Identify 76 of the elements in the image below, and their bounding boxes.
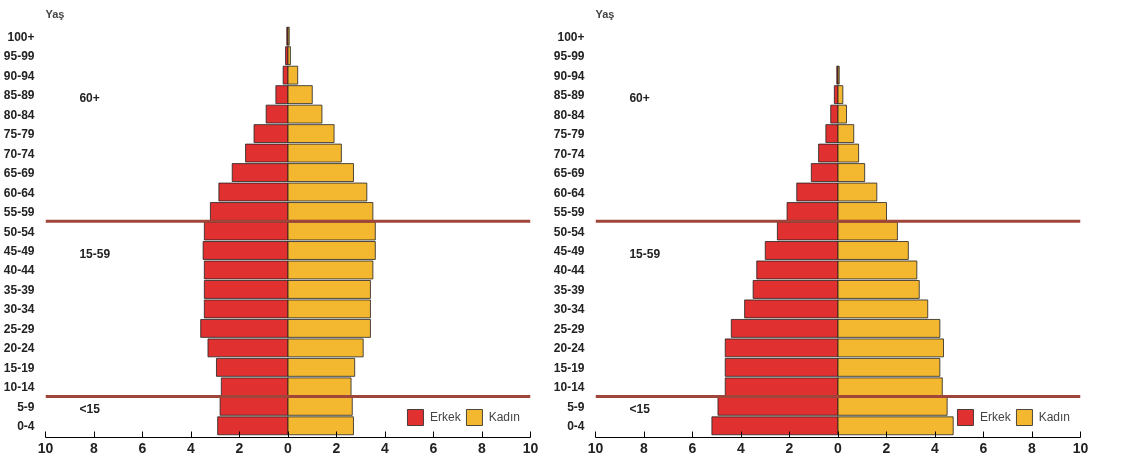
y-tick-label: 15-19: [553, 360, 585, 375]
annotation: 60+: [629, 91, 650, 106]
y-tick-label: 80-84: [553, 107, 585, 122]
x-tick-label: 10: [522, 439, 539, 456]
y-tick-label: 85-89: [3, 88, 35, 103]
annotation: 15-59: [629, 246, 661, 261]
x-tick-label: 2: [235, 439, 244, 456]
y-tick-label: 60-64: [553, 185, 585, 200]
x-tick-label: 6: [429, 439, 438, 456]
x-tick-label: 2: [332, 439, 341, 456]
x-tick-label: 6: [138, 439, 147, 456]
y-tick-label: 30-34: [3, 302, 35, 317]
y-tick-label: 95-99: [553, 49, 585, 64]
y-tick-label: 60-64: [3, 185, 35, 200]
x-tick-label: 10: [37, 439, 54, 456]
y-tick-label: 65-69: [553, 166, 585, 181]
y-tick-label: 100+: [557, 29, 585, 44]
y-tick-label: 5-9: [17, 399, 35, 414]
y-tick-label: 55-59: [3, 205, 35, 220]
y-tick-label: 5-9: [567, 399, 585, 414]
y-tick-label: 50-54: [3, 224, 35, 239]
y-tick-label: 70-74: [3, 146, 35, 161]
y-tick-label: 70-74: [553, 146, 585, 161]
y-tick-label: 95-99: [3, 49, 35, 64]
x-tick-label: 8: [640, 439, 649, 456]
annotation: <15: [629, 401, 651, 416]
y-tick-label: 20-24: [3, 341, 35, 356]
y-tick-label: 0-4: [567, 419, 585, 434]
x-tick-label: 0: [834, 439, 843, 456]
y-tick-label: 65-69: [3, 166, 35, 181]
annotation: 15-59: [79, 246, 111, 261]
legend-label: Kadın: [1038, 410, 1070, 424]
y-tick-label: 10-14: [553, 380, 585, 395]
x-tick-label: 10: [587, 439, 604, 456]
x-tick-label: 4: [737, 439, 746, 456]
y-tick-label: 25-29: [3, 321, 35, 336]
x-tick-label: 0: [284, 439, 293, 456]
x-tick-label: 2: [882, 439, 891, 456]
annotation: 60+: [79, 91, 100, 106]
annotation: <15: [79, 401, 101, 416]
x-tick-label: 8: [90, 439, 99, 456]
y-tick-label: 80-84: [3, 107, 35, 122]
y-tick-label: 10-14: [3, 380, 35, 395]
legend-label: Erkek: [979, 410, 1011, 424]
y-tick-label: 90-94: [553, 68, 585, 83]
x-tick-label: 10: [1072, 439, 1089, 456]
y-tick-label: 30-34: [553, 302, 585, 317]
x-tick-label: 6: [979, 439, 988, 456]
y-tick-label: 35-39: [3, 282, 35, 297]
x-tick-label: 4: [381, 439, 390, 456]
y-tick-label: 55-59: [553, 205, 585, 220]
y-tick-label: 50-54: [553, 224, 585, 239]
legend-label: Erkek: [429, 410, 461, 424]
x-tick-label: 8: [478, 439, 487, 456]
y-tick-label: 15-19: [3, 360, 35, 375]
y-tick-label: 90-94: [3, 68, 35, 83]
y-tick-label: 100+: [7, 29, 35, 44]
x-tick-label: 4: [931, 439, 940, 456]
y-tick-label: 75-79: [553, 127, 585, 142]
x-tick-label: 2: [785, 439, 794, 456]
y-tick-label: 40-44: [553, 263, 585, 278]
legend-label: Kadın: [488, 410, 520, 424]
y-tick-label: 40-44: [3, 263, 35, 278]
y-tick-label: 35-39: [553, 282, 585, 297]
y-tick-label: 45-49: [3, 243, 35, 258]
y-tick-label: 0-4: [17, 419, 35, 434]
x-tick-label: 6: [688, 439, 697, 456]
y-tick-label: 25-29: [553, 321, 585, 336]
y-axis-title: Yaş: [595, 7, 615, 20]
y-tick-label: 45-49: [553, 243, 585, 258]
y-axis-title: Yaş: [45, 7, 65, 20]
x-tick-label: 4: [187, 439, 196, 456]
x-tick-label: 8: [1028, 439, 1037, 456]
y-tick-label: 85-89: [553, 88, 585, 103]
y-tick-label: 75-79: [3, 127, 35, 142]
y-tick-label: 20-24: [553, 341, 585, 356]
